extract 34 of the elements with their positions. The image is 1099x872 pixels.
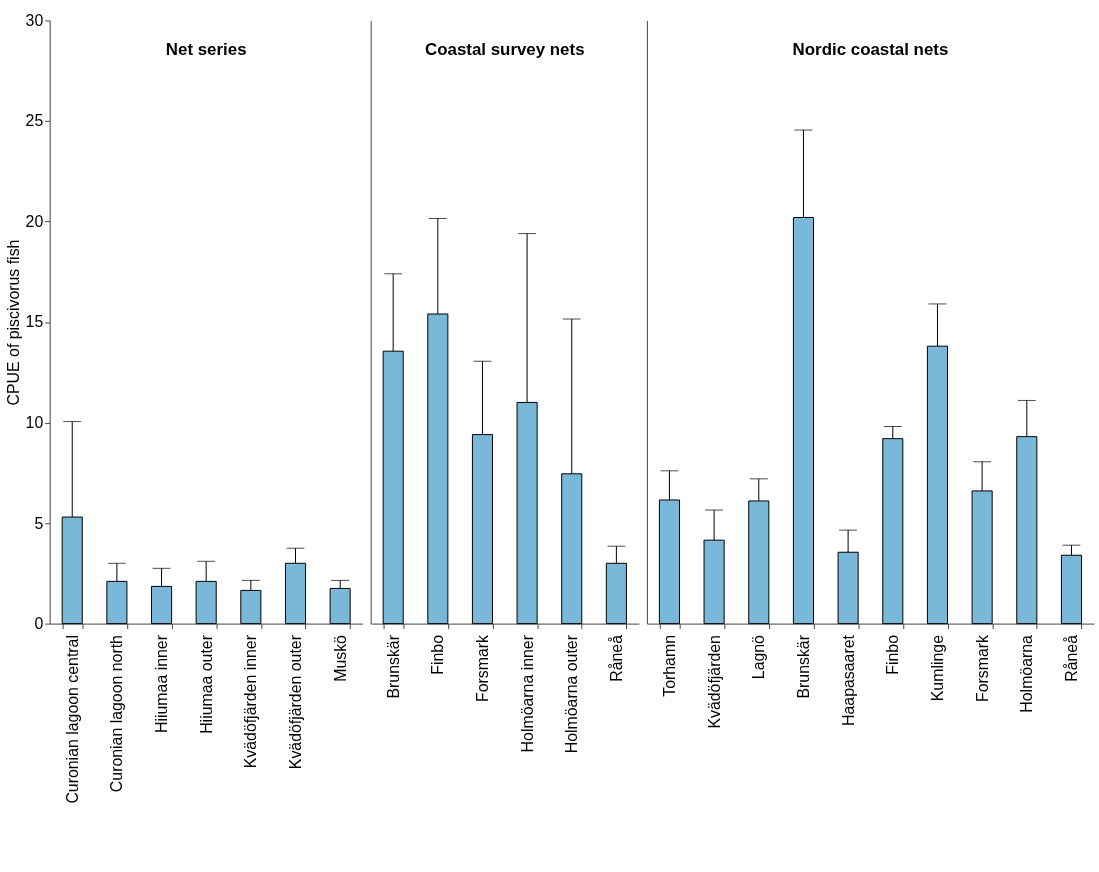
annotation: Nordic coastal nets	[792, 40, 949, 60]
x-tick-label: Muskö	[331, 634, 349, 682]
x-tick-label: Hiiumaa outer	[197, 634, 215, 734]
y-axis-title: CPUE of piscivorus fish	[4, 239, 22, 406]
x-tick-label: Curonian lagoon north	[108, 635, 126, 793]
y-tick-label: 15	[25, 313, 44, 331]
y-tick-label: 25	[25, 112, 44, 130]
x-tick-label: Hiiumaa inner	[153, 634, 170, 733]
x-tick-label: Råneå	[1062, 634, 1080, 682]
x-tick-label: Holmöarna outer	[563, 634, 581, 754]
annotation: Coastal survey nets	[425, 40, 585, 60]
x-tick-label: Torhamn	[660, 635, 678, 697]
y-tick-label: 5	[34, 514, 44, 532]
x-tick-label: Curonian lagoon central	[63, 635, 81, 804]
x-tick-label: Lagnö	[750, 634, 768, 680]
y-tick-label: 0	[34, 615, 44, 633]
x-tick-label: Forsmark	[973, 634, 991, 703]
x-tick-label: Kvädöfjärden	[705, 635, 723, 729]
annotation: Net series	[165, 40, 247, 60]
x-tick-label: Kumlinge	[928, 634, 946, 702]
x-tick-label: Brunskär	[794, 634, 812, 699]
x-tick-label: Brunskär	[384, 634, 402, 699]
y-tick-label: 10	[25, 414, 44, 432]
x-tick-label: Finbo	[884, 634, 902, 675]
x-tick-label: Kvädöfjärden inner	[242, 634, 260, 769]
x-tick-label: Haapasaaret	[839, 634, 857, 726]
x-tick-label: Forsmark	[473, 634, 491, 703]
x-tick-label: Holmöarna	[1018, 634, 1036, 713]
x-tick-label: Holmöarna inner	[518, 634, 536, 753]
x-tick-label: Råneå	[607, 634, 625, 682]
y-tick-label: 20	[25, 212, 44, 230]
x-tick-label: Finbo	[429, 634, 447, 675]
x-tick-label: Kvädöfjärden outer	[286, 634, 304, 770]
y-tick-label: 30	[25, 11, 44, 29]
